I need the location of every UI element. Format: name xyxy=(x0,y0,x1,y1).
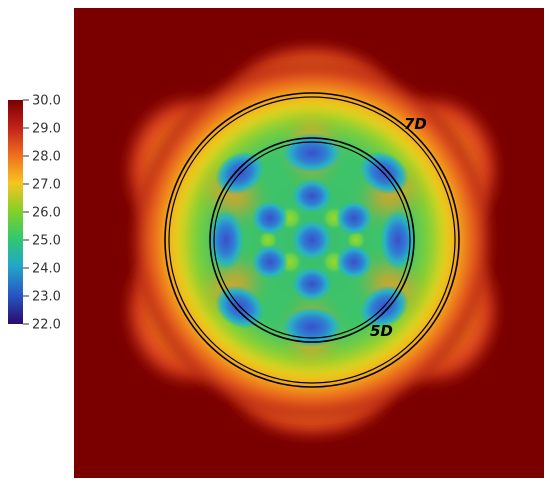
cold-cells xyxy=(208,133,416,347)
colorbar-tick-label: 27.0 xyxy=(32,178,61,193)
outer-ring-label: 7D xyxy=(404,115,427,133)
colorbar-tick-label: 28.0 xyxy=(32,150,61,165)
colorbar-tick-label: 30.0 xyxy=(32,94,61,109)
colorbar-tick-label: 29.0 xyxy=(32,122,61,137)
inner-ring-5d-inner-line xyxy=(213,141,411,339)
colorbar-tick-label: 25.0 xyxy=(32,234,61,249)
colorbar: 30.0 29.0 28.0 27.0 26.0 25.0 24.0 23.0 22.0 xyxy=(8,94,61,333)
outer-ring-7d-inner-line xyxy=(168,96,456,384)
colorbar-ticks: 30.0 29.0 28.0 27.0 26.0 25.0 24.0 23.0 22.0 xyxy=(23,94,61,333)
inner-ring-5d xyxy=(209,137,415,343)
reference-rings xyxy=(164,92,460,388)
colorbar-tick-label: 26.0 xyxy=(32,206,61,221)
plot-area: 7D 5D xyxy=(74,8,544,478)
outer-ring-7d xyxy=(164,92,460,388)
colorbar-tick-label: 24.0 xyxy=(32,262,61,277)
inner-ring-label: 5D xyxy=(370,322,393,340)
colorbar-tick-label: 22.0 xyxy=(32,318,61,333)
colorbar-gradient xyxy=(8,100,23,324)
colorbar-tick-label: 23.0 xyxy=(32,290,61,305)
